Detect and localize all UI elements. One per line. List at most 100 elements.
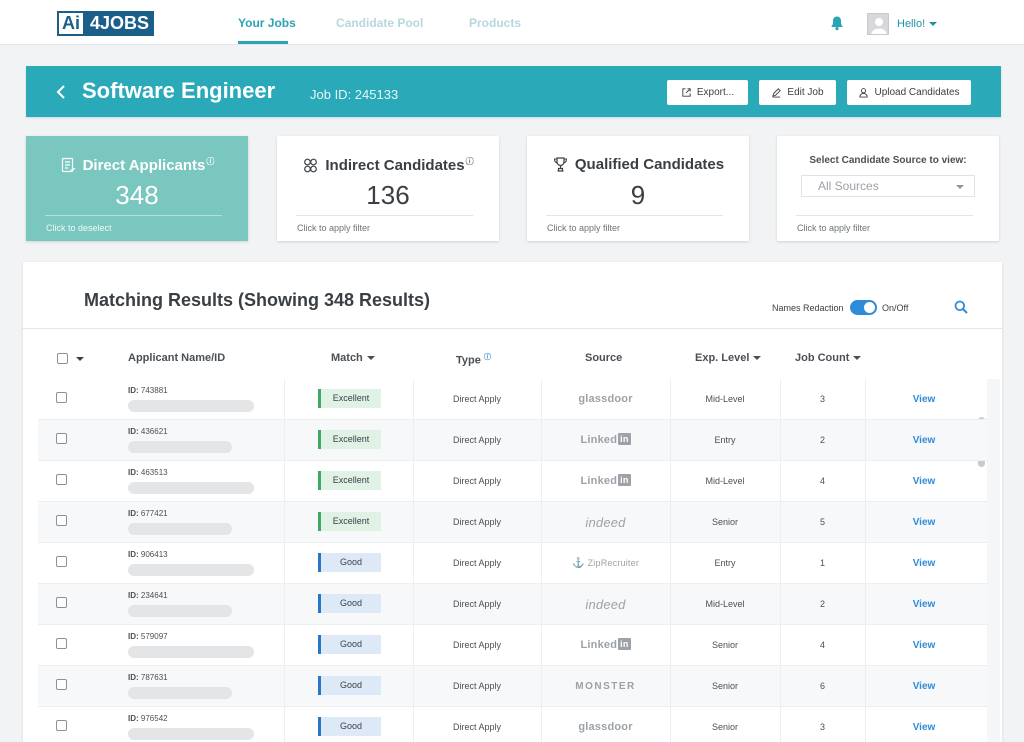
redacted-name	[128, 482, 254, 494]
row-checkbox[interactable]	[56, 392, 67, 403]
table-row[interactable]: ID: 906413 Good Direct Apply ⚓ ZipRecrui…	[38, 543, 988, 584]
select-all-checkbox[interactable]	[57, 353, 68, 364]
view-link[interactable]: View	[912, 476, 936, 487]
candidate-source-footer[interactable]: Click to apply filter	[797, 223, 871, 233]
scrollbar-track[interactable]	[987, 379, 1000, 742]
ai4jobs-logo[interactable]: Ai 4JOBS	[57, 11, 155, 36]
divider	[541, 584, 542, 624]
table-row[interactable]: ID: 677421 Excellent Direct Apply indeed…	[38, 502, 988, 543]
applicant-id: ID: 579097	[128, 632, 168, 641]
view-link[interactable]: View	[912, 681, 936, 692]
applicant-id: ID: 743881	[128, 386, 168, 395]
applicant-id-value: 743881	[140, 386, 168, 395]
direct-applicants-count: 348	[115, 180, 159, 210]
table-row[interactable]: ID: 436621 Excellent Direct Apply Linked…	[38, 420, 988, 461]
view-link[interactable]: View	[912, 517, 936, 528]
row-checkbox[interactable]	[56, 597, 67, 608]
view-link[interactable]: View	[912, 599, 936, 610]
group-icon	[304, 158, 318, 172]
sort-icon	[753, 356, 762, 361]
view-link[interactable]: View	[912, 640, 936, 651]
job-count-cell: 3	[819, 722, 825, 732]
qualified-candidates-card[interactable]: Qualified Candidates 9 Click to apply fi…	[527, 136, 749, 241]
applicant-id: ID: 976542	[128, 714, 168, 723]
source-logo-linkedin: Linked in	[580, 433, 631, 446]
table-row[interactable]: ID: 234641 Good Direct Apply indeed Mid-…	[38, 584, 988, 625]
view-link[interactable]: View	[912, 722, 936, 733]
type-cell: Direct Apply	[452, 722, 502, 732]
edit-job-button[interactable]: Edit Job	[759, 80, 836, 105]
view-link[interactable]: View	[912, 435, 936, 446]
col-type: Type ⓘ	[456, 352, 491, 367]
search-icon[interactable]	[954, 300, 968, 314]
applicant-id-prefix: ID:	[128, 550, 139, 559]
col-match[interactable]: Match	[331, 352, 375, 364]
select-all-dropdown-icon[interactable]	[76, 357, 84, 361]
nav-candidate-pool[interactable]: Candidate Pool	[336, 16, 424, 30]
info-icon[interactable]: ⓘ	[206, 157, 215, 166]
divider	[284, 666, 285, 706]
applicant-id-prefix: ID:	[128, 386, 139, 395]
view-link[interactable]: View	[912, 394, 936, 405]
redacted-name	[128, 400, 254, 412]
divider	[413, 543, 414, 583]
direct-applicants-card[interactable]: Direct Applicantsⓘ 348 Click to deselect	[26, 136, 248, 241]
divider	[780, 461, 781, 501]
col-exp-level-label: Exp. Level	[695, 352, 750, 364]
nav-your-jobs[interactable]: Your Jobs	[238, 16, 296, 30]
export-button[interactable]: Export...	[667, 80, 748, 105]
source-logo: indeed	[585, 515, 626, 530]
applicant-id-prefix: ID:	[128, 591, 139, 600]
divider	[670, 502, 671, 542]
divider	[670, 543, 671, 583]
source-cell: Linked in	[541, 461, 670, 502]
row-checkbox[interactable]	[56, 720, 67, 731]
divider	[284, 625, 285, 665]
table-row[interactable]: ID: 463513 Excellent Direct Apply Linked…	[38, 461, 988, 502]
nav-active-indicator	[238, 41, 288, 44]
back-chevron-icon[interactable]	[56, 84, 66, 100]
info-icon[interactable]: ⓘ	[465, 157, 474, 166]
indirect-candidates-count: 136	[366, 180, 410, 210]
nav-products[interactable]: Products	[469, 16, 522, 30]
source-logo-linkedin: Linked in	[580, 474, 631, 487]
upload-candidates-button[interactable]: Upload Candidates	[847, 80, 971, 105]
names-redaction-toggle[interactable]	[850, 300, 877, 315]
indirect-candidates-card[interactable]: Indirect Candidatesⓘ 136 Click to apply …	[277, 136, 499, 241]
applicant-id-prefix: ID:	[128, 468, 139, 477]
source-cell: indeed	[541, 584, 670, 625]
divider	[780, 584, 781, 624]
user-avatar[interactable]	[867, 13, 889, 35]
table-row[interactable]: ID: 787631 Good Direct Apply MONSTER Sen…	[38, 666, 988, 707]
divider	[541, 543, 542, 583]
row-checkbox[interactable]	[56, 679, 67, 690]
row-checkbox[interactable]	[56, 474, 67, 485]
bell-icon[interactable]	[829, 15, 845, 31]
info-icon[interactable]: ⓘ	[483, 354, 491, 361]
sort-icon	[366, 356, 375, 361]
col-exp-level[interactable]: Exp. Level	[695, 352, 762, 364]
table-row[interactable]: ID: 976542 Good Direct Apply glassdoor S…	[38, 707, 988, 742]
table-row[interactable]: ID: 579097 Good Direct Apply Linked in Se…	[38, 625, 988, 666]
row-checkbox[interactable]	[56, 638, 67, 649]
row-checkbox[interactable]	[56, 515, 67, 526]
divider	[670, 420, 671, 460]
match-badge: Excellent	[318, 512, 381, 531]
divider	[796, 215, 973, 216]
divider	[45, 215, 222, 216]
col-job-count[interactable]: Job Count	[795, 352, 862, 364]
row-checkbox[interactable]	[56, 433, 67, 444]
candidate-source-select[interactable]: All Sources	[801, 175, 975, 197]
view-cell: View	[865, 625, 983, 666]
row-checkbox[interactable]	[56, 556, 67, 567]
type-cell: Direct Apply	[452, 558, 502, 568]
table-row[interactable]: ID: 743881 Excellent Direct Apply glassd…	[38, 379, 988, 420]
applicant-id: ID: 463513	[128, 468, 168, 477]
user-menu[interactable]: Hello!	[897, 18, 938, 30]
divider	[413, 461, 414, 501]
divider	[865, 461, 866, 501]
view-link[interactable]: View	[912, 558, 936, 569]
redacted-name	[128, 728, 254, 740]
applicant-id-value: 579097	[140, 632, 168, 641]
exp-level-cell: Mid-Level	[705, 394, 745, 404]
